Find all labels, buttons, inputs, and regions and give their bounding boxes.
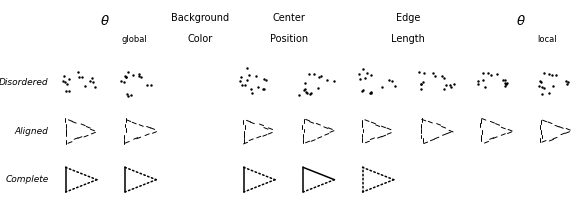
Text: Disordered: Disordered: [0, 78, 49, 87]
Text: Color: Color: [188, 34, 213, 44]
Text: Center: Center: [272, 13, 305, 23]
Text: Position: Position: [270, 34, 308, 44]
Text: Aligned: Aligned: [15, 126, 49, 136]
Text: Background: Background: [171, 13, 229, 23]
Text: Edge: Edge: [396, 13, 420, 23]
Text: Length: Length: [391, 34, 425, 44]
Text: local: local: [537, 35, 557, 44]
Text: Complete: Complete: [5, 175, 49, 184]
Text: global: global: [121, 35, 147, 44]
Text: $\theta$: $\theta$: [100, 13, 110, 28]
Text: $\theta$: $\theta$: [516, 13, 526, 28]
